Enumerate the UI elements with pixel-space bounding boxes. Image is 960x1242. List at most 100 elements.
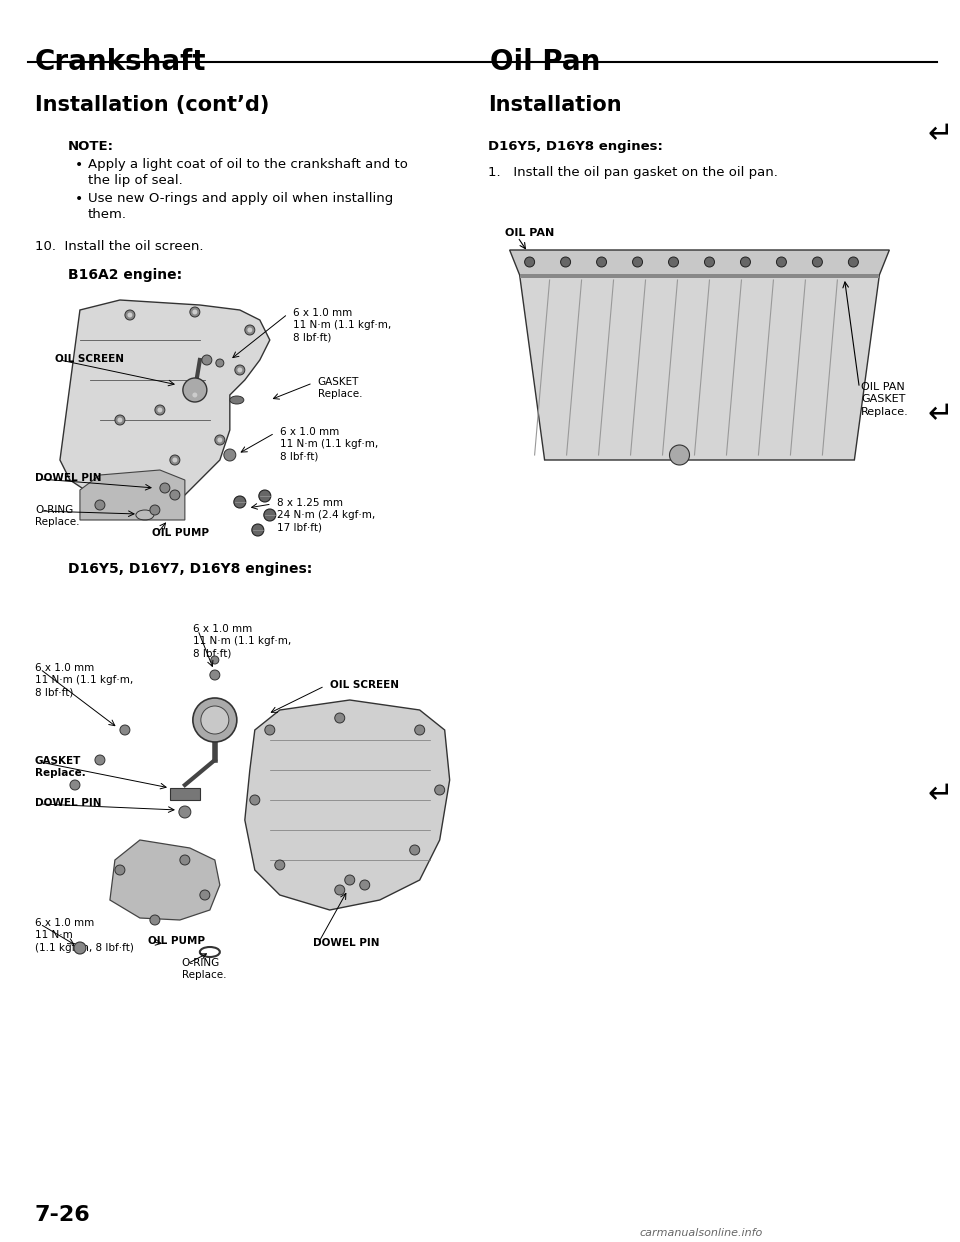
Circle shape xyxy=(128,313,132,318)
Circle shape xyxy=(182,378,206,402)
Text: DOWEL PIN: DOWEL PIN xyxy=(313,938,379,948)
Text: GASKET
Replace.: GASKET Replace. xyxy=(318,378,362,400)
Text: •: • xyxy=(75,193,84,206)
Circle shape xyxy=(179,806,191,818)
Text: B16A2 engine:: B16A2 engine: xyxy=(68,268,182,282)
Text: Use new O-rings and apply oil when installing: Use new O-rings and apply oil when insta… xyxy=(88,193,394,205)
Circle shape xyxy=(155,405,165,415)
Circle shape xyxy=(360,881,370,891)
Text: carmanualsonline.info: carmanualsonline.info xyxy=(639,1228,763,1238)
Circle shape xyxy=(215,435,225,445)
Ellipse shape xyxy=(229,396,244,404)
Circle shape xyxy=(248,328,252,333)
Circle shape xyxy=(245,325,254,335)
Text: 6 x 1.0 mm
11 N·m (1.1 kgf·m,
8 lbf·ft): 6 x 1.0 mm 11 N·m (1.1 kgf·m, 8 lbf·ft) xyxy=(293,308,391,343)
Circle shape xyxy=(264,509,276,520)
Circle shape xyxy=(669,445,689,465)
Polygon shape xyxy=(80,469,185,520)
Text: Apply a light coat of oil to the crankshaft and to: Apply a light coat of oil to the cranksh… xyxy=(88,158,408,171)
Text: ↵: ↵ xyxy=(927,120,953,149)
Text: Installation: Installation xyxy=(488,94,621,116)
Text: OIL PUMP: OIL PUMP xyxy=(148,936,204,946)
Circle shape xyxy=(192,392,198,397)
Circle shape xyxy=(237,368,242,373)
Circle shape xyxy=(70,780,80,790)
Circle shape xyxy=(561,257,570,267)
Circle shape xyxy=(95,501,105,510)
Circle shape xyxy=(275,859,285,869)
Circle shape xyxy=(170,491,180,501)
Circle shape xyxy=(345,876,355,886)
Text: 6 x 1.0 mm
11 N·m
(1.1 kgf·m, 8 lbf·ft): 6 x 1.0 mm 11 N·m (1.1 kgf·m, 8 lbf·ft) xyxy=(35,918,133,953)
Text: DOWEL PIN: DOWEL PIN xyxy=(35,473,102,483)
Text: NOTE:: NOTE: xyxy=(68,140,114,153)
Circle shape xyxy=(235,365,245,375)
Text: O-RING
Replace.: O-RING Replace. xyxy=(35,505,80,528)
Circle shape xyxy=(202,355,212,365)
Text: ↵: ↵ xyxy=(927,780,953,809)
Text: 10.  Install the oil screen.: 10. Install the oil screen. xyxy=(35,240,204,253)
Circle shape xyxy=(250,795,260,805)
Circle shape xyxy=(201,705,228,734)
Circle shape xyxy=(125,310,135,320)
Circle shape xyxy=(117,417,123,422)
Circle shape xyxy=(200,891,210,900)
Circle shape xyxy=(849,257,858,267)
Circle shape xyxy=(216,359,224,366)
Circle shape xyxy=(633,257,642,267)
Text: OIL PAN: OIL PAN xyxy=(505,229,554,238)
Circle shape xyxy=(410,845,420,854)
Text: the lip of seal.: the lip of seal. xyxy=(88,174,182,188)
Circle shape xyxy=(150,915,160,925)
Circle shape xyxy=(252,524,264,537)
Circle shape xyxy=(95,755,105,765)
Text: OIL SCREEN: OIL SCREEN xyxy=(55,354,124,364)
Bar xyxy=(519,274,879,278)
Text: 6 x 1.0 mm
11 N·m (1.1 kgf·m,
8 lbf·ft): 6 x 1.0 mm 11 N·m (1.1 kgf·m, 8 lbf·ft) xyxy=(279,427,378,462)
Circle shape xyxy=(190,307,200,317)
Text: OIL SCREEN: OIL SCREEN xyxy=(329,681,398,691)
Circle shape xyxy=(740,257,751,267)
Circle shape xyxy=(150,505,160,515)
Text: 7-26: 7-26 xyxy=(35,1205,91,1225)
Text: D16Y5, D16Y8 engines:: D16Y5, D16Y8 engines: xyxy=(488,140,662,153)
Circle shape xyxy=(115,864,125,876)
Text: O-RING
Replace.: O-RING Replace. xyxy=(181,958,227,980)
Circle shape xyxy=(596,257,607,267)
Circle shape xyxy=(234,496,246,508)
Circle shape xyxy=(160,483,170,493)
Polygon shape xyxy=(519,274,879,460)
Circle shape xyxy=(705,257,714,267)
Circle shape xyxy=(668,257,679,267)
Polygon shape xyxy=(510,250,889,274)
Circle shape xyxy=(170,455,180,465)
Text: 8 x 1.25 mm
24 N·m (2.4 kgf·m,
17 lbf·ft): 8 x 1.25 mm 24 N·m (2.4 kgf·m, 17 lbf·ft… xyxy=(276,498,375,533)
Text: Oil Pan: Oil Pan xyxy=(490,48,600,76)
Circle shape xyxy=(115,415,125,425)
Circle shape xyxy=(812,257,823,267)
Text: Installation (cont’d): Installation (cont’d) xyxy=(35,94,270,116)
Text: GASKET
Replace.: GASKET Replace. xyxy=(35,756,85,779)
Circle shape xyxy=(524,257,535,267)
Circle shape xyxy=(192,309,198,314)
Text: D16Y5, D16Y7, D16Y8 engines:: D16Y5, D16Y7, D16Y8 engines: xyxy=(68,561,312,576)
Circle shape xyxy=(193,698,237,741)
Circle shape xyxy=(415,725,424,735)
Circle shape xyxy=(265,725,275,735)
Circle shape xyxy=(74,941,86,954)
Text: DOWEL PIN: DOWEL PIN xyxy=(35,799,102,809)
Polygon shape xyxy=(245,700,449,910)
Text: OIL PAN
GASKET
Replace.: OIL PAN GASKET Replace. xyxy=(861,383,909,417)
Circle shape xyxy=(335,886,345,895)
Circle shape xyxy=(435,785,444,795)
Text: ↵: ↵ xyxy=(927,400,953,428)
Text: 6 x 1.0 mm
11 N·m (1.1 kgf·m,
8 lbf·ft): 6 x 1.0 mm 11 N·m (1.1 kgf·m, 8 lbf·ft) xyxy=(35,663,133,698)
Text: Crankshaft: Crankshaft xyxy=(35,48,206,76)
Circle shape xyxy=(335,713,345,723)
Circle shape xyxy=(120,725,130,735)
Polygon shape xyxy=(109,840,220,920)
Circle shape xyxy=(190,390,200,400)
Circle shape xyxy=(259,491,271,502)
Circle shape xyxy=(777,257,786,267)
Text: •: • xyxy=(75,158,84,171)
